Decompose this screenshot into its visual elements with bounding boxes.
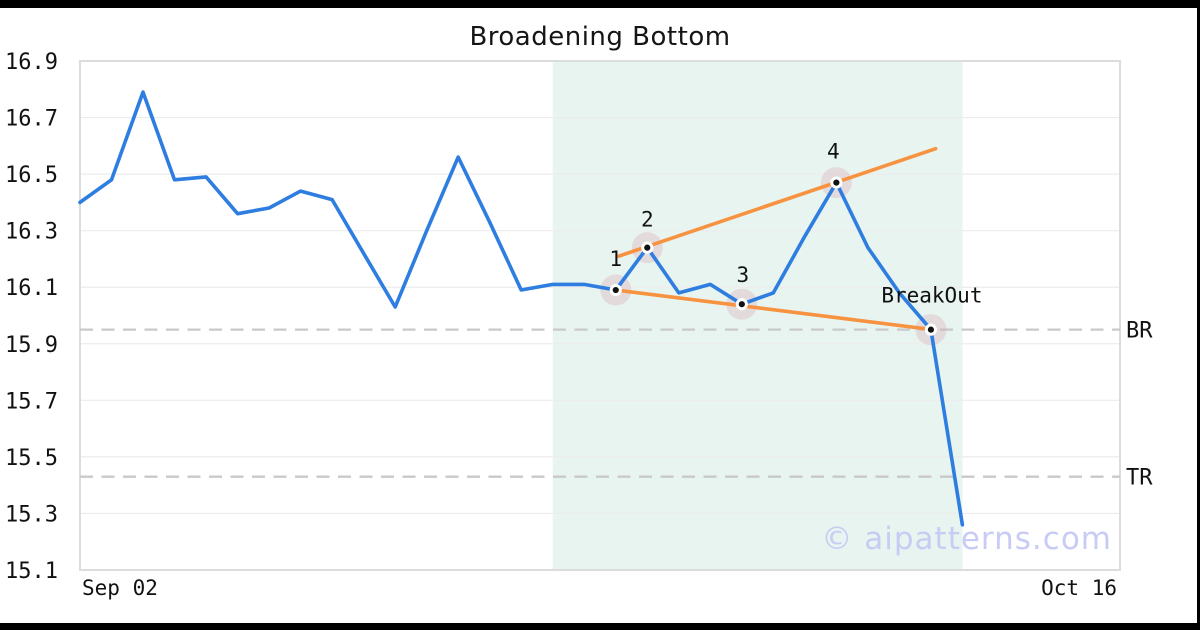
y-axis-tick-label: 16.5 <box>5 163 58 188</box>
watermark-text: © aipatterns.com <box>821 521 1112 557</box>
bottom-edge-bar <box>0 623 1200 630</box>
pattern-point-label-1: 1 <box>609 247 622 271</box>
plot-border <box>79 60 1121 571</box>
lower-broadening-line <box>613 288 935 332</box>
level-label-br: BR <box>1126 319 1153 344</box>
pattern-point-dot-3 <box>735 298 748 311</box>
pattern-highlight-region <box>552 61 963 570</box>
x-axis-tick-end: Oct 16 <box>1041 576 1117 600</box>
pattern-point-dot-2 <box>641 241 654 254</box>
pattern-point-dot-breakout <box>924 323 938 336</box>
price-line <box>78 90 965 527</box>
right-edge-line <box>1197 0 1200 630</box>
y-axis-tick-label: 16.7 <box>5 107 58 132</box>
x-axis-tick-start: Sep 02 <box>82 576 158 600</box>
pattern-point-label-2: 2 <box>641 208 654 232</box>
y-axis-tick-label: 15.7 <box>5 389 58 414</box>
y-axis-tick-label: 15.1 <box>5 559 58 584</box>
top-edge-bar <box>0 0 1200 8</box>
pattern-point-label-3: 3 <box>736 263 749 287</box>
y-axis-tick-label: 15.3 <box>5 502 58 527</box>
pattern-point-label-4: 4 <box>827 140 840 164</box>
pattern-point-dot-1 <box>609 283 622 297</box>
y-axis-tick-label: 16.1 <box>5 276 58 301</box>
y-axis-tick-label: 16.9 <box>5 50 58 75</box>
upper-broadening-line <box>617 146 938 258</box>
pattern-point-label-breakout: BreakOut <box>881 284 982 308</box>
pattern-point-dot-4 <box>830 176 843 189</box>
y-axis-tick-label: 16.3 <box>5 220 58 245</box>
level-label-tr: TR <box>1126 466 1153 491</box>
y-axis-tick-label: 15.9 <box>5 333 58 358</box>
y-axis-tick-label: 15.5 <box>5 446 58 471</box>
chart-title: Broadening Bottom <box>469 22 731 52</box>
